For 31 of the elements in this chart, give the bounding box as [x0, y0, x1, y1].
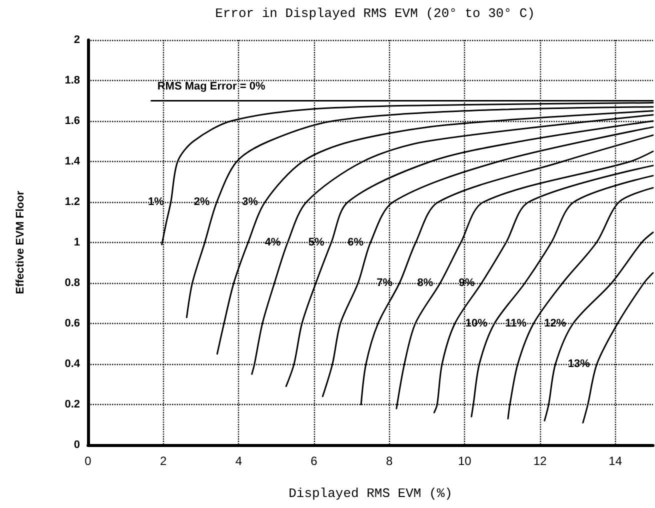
y-tick-label: 1.2 — [64, 196, 80, 208]
x-tick-label: 14 — [608, 454, 622, 468]
y-tick-label: 0 — [74, 439, 80, 451]
x-tick-label: 0 — [84, 454, 92, 468]
series-label: 12% — [544, 318, 566, 330]
series-label: 4% — [264, 236, 281, 248]
series-label: 5% — [308, 236, 325, 248]
y-tick-label: 0.4 — [64, 358, 81, 370]
series-label: RMS Mag Error = 0% — [157, 80, 266, 92]
y-tick-label: 2 — [74, 34, 80, 46]
x-tick-label: 2 — [160, 454, 167, 468]
x-tick-label: 8 — [386, 454, 393, 468]
chart-title: Error in Displayed RMS EVM (20° to 30° C) — [215, 6, 535, 21]
y-tick-label: 1.6 — [64, 115, 80, 127]
y-tick-label: 0.8 — [64, 277, 80, 289]
x-tick-label: 12 — [533, 454, 547, 468]
y-tick-label: 1.8 — [64, 74, 80, 86]
y-axis-title: Effective EVM Floor — [14, 190, 26, 294]
series-label: 3% — [242, 196, 258, 208]
y-tick-label: 1 — [74, 236, 80, 248]
x-tick-label: 10 — [458, 454, 472, 468]
series-label: 10% — [465, 318, 488, 330]
series-label: 2% — [194, 196, 210, 208]
x-tick-label: 6 — [310, 454, 318, 468]
x-tick-label: 4 — [235, 454, 242, 468]
y-tick-label: 0.2 — [64, 398, 80, 410]
y-tick-label: 1.4 — [64, 156, 81, 168]
series-label: 9% — [458, 277, 475, 289]
x-axis-title: Displayed RMS EVM (%) — [288, 486, 452, 501]
series-label: 13% — [568, 358, 590, 370]
y-tick-label: 0.6 — [64, 318, 80, 330]
